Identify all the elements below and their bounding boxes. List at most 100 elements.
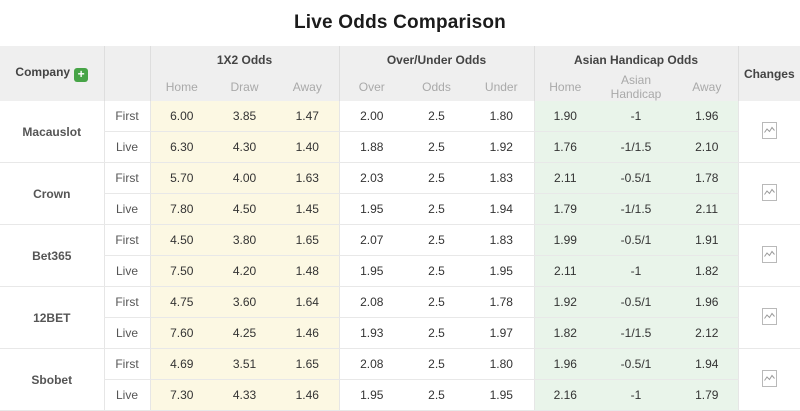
odds-cell: 4.75 [149, 286, 213, 318]
row-type-label: Live [103, 379, 150, 411]
changes-cell[interactable] [737, 162, 800, 225]
odds-cell: 2.00 [338, 101, 405, 132]
company-name: 12BET [0, 286, 104, 349]
changes-cell[interactable] [737, 224, 800, 287]
table-row: Crown First 5.70 4.00 1.63 2.03 2.5 1.83… [0, 162, 800, 225]
odds-cell: 1.94 [676, 348, 739, 380]
group-header-asian-handicap: Asian Handicap Odds [533, 46, 739, 73]
odds-cell: 2.07 [338, 224, 405, 256]
row-type-label: Live [103, 131, 150, 163]
odds-cell: 2.12 [676, 317, 739, 349]
odds-cell: 6.00 [149, 101, 213, 132]
subheader-ah-away: Away [676, 73, 739, 101]
odds-cell: 1.94 [469, 193, 535, 225]
table-row: Sbobet First 4.69 3.51 1.65 2.08 2.5 1.8… [0, 348, 800, 411]
row-type-label: First [103, 162, 150, 194]
trend-chart-icon[interactable] [761, 307, 777, 325]
trend-chart-icon[interactable] [761, 245, 777, 263]
company-header-label: Company [15, 65, 71, 79]
odds-cell: 1.92 [469, 131, 535, 163]
odds-cell: 1.76 [533, 131, 597, 163]
odds-cell: 1.78 [676, 162, 739, 194]
odds-cell: -0.5/1 [596, 348, 677, 380]
odds-comparison-table: Company + 1X2 Odds Over/Under Odds Asian … [0, 46, 800, 411]
odds-cell: 1.65 [276, 224, 340, 256]
odds-cell: 1.79 [676, 379, 739, 411]
table-row: Bet365 First 4.50 3.80 1.65 2.07 2.5 1.8… [0, 224, 800, 287]
odds-cell: -1/1.5 [596, 193, 677, 225]
odds-cell: 1.78 [469, 286, 535, 318]
subheader-ah-home: Home [533, 73, 597, 101]
subheader-1x2-draw: Draw [213, 73, 276, 101]
odds-cell: 4.30 [213, 131, 276, 163]
company-name: Sbobet [0, 348, 104, 411]
changes-header: Changes [737, 46, 800, 101]
odds-cell: 1.93 [338, 317, 405, 349]
odds-cell: 4.00 [213, 162, 276, 194]
odds-cell: 1.80 [469, 348, 535, 380]
odds-cell: 1.96 [676, 286, 739, 318]
subheader-over: Over [338, 73, 405, 101]
odds-cell: 1.79 [533, 193, 597, 225]
odds-cell: 2.5 [404, 317, 470, 349]
odds-cell: 2.5 [404, 255, 470, 287]
odds-cell: 1.40 [276, 131, 340, 163]
odds-cell: 1.46 [276, 379, 340, 411]
odds-cell: 2.5 [404, 131, 470, 163]
table-row: 12BET First 4.75 3.60 1.64 2.08 2.5 1.78… [0, 286, 800, 349]
odds-cell: 1.99 [533, 224, 597, 256]
odds-cell: 5.70 [149, 162, 213, 194]
changes-cell[interactable] [737, 101, 800, 163]
odds-cell: 2.5 [404, 224, 470, 256]
table-row: Live 7.50 4.20 1.48 1.95 2.5 1.95 2.11 -… [0, 255, 800, 287]
odds-cell: 1.95 [469, 255, 535, 287]
odds-cell: 4.20 [213, 255, 276, 287]
odds-cell: 2.08 [338, 348, 405, 380]
odds-cell: 2.03 [338, 162, 405, 194]
row-type-label: Live [103, 193, 150, 225]
odds-cell: 1.95 [338, 255, 405, 287]
row-type-label: First [103, 101, 150, 132]
add-company-button[interactable]: + [74, 68, 89, 82]
odds-cell: 2.16 [533, 379, 597, 411]
subheader-1x2-away: Away [276, 73, 340, 101]
table-row: Live 7.80 4.50 1.45 1.95 2.5 1.94 1.79 -… [0, 193, 800, 225]
odds-cell: -0.5/1 [596, 286, 677, 318]
changes-cell[interactable] [737, 286, 800, 349]
odds-cell: 1.80 [469, 101, 535, 132]
odds-cell: 1.48 [276, 255, 340, 287]
odds-cell: -1/1.5 [596, 131, 677, 163]
row-type-label: First [103, 286, 150, 318]
odds-cell: 4.50 [149, 224, 213, 256]
odds-cell: 4.33 [213, 379, 276, 411]
odds-cell: 7.60 [149, 317, 213, 349]
odds-cell: 1.90 [533, 101, 597, 132]
page-title: Live Odds Comparison [294, 12, 506, 33]
row-type-header-spacer [103, 46, 150, 101]
odds-cell: -0.5/1 [596, 224, 677, 256]
subheader-odds: Odds [404, 73, 470, 101]
trend-chart-icon[interactable] [761, 183, 777, 201]
trend-chart-icon[interactable] [761, 121, 777, 139]
company-name: Macauslot [0, 101, 104, 163]
trend-chart-icon[interactable] [761, 369, 777, 387]
odds-cell: 3.51 [213, 348, 276, 380]
subheader-under: Under [469, 73, 535, 101]
changes-cell[interactable] [737, 348, 800, 411]
odds-cell: 2.5 [404, 286, 470, 318]
odds-cell: -1 [596, 255, 677, 287]
odds-cell: 4.25 [213, 317, 276, 349]
odds-cell: 6.30 [149, 131, 213, 163]
odds-cell: 7.50 [149, 255, 213, 287]
row-type-label: Live [103, 255, 150, 287]
odds-cell: 2.11 [533, 162, 597, 194]
odds-cell: 7.80 [149, 193, 213, 225]
odds-cell: 1.91 [676, 224, 739, 256]
company-name: Crown [0, 162, 104, 225]
odds-cell: 1.83 [469, 224, 535, 256]
odds-cell: 2.5 [404, 193, 470, 225]
odds-cell: 3.60 [213, 286, 276, 318]
row-type-label: Live [103, 317, 150, 349]
odds-cell: 1.63 [276, 162, 340, 194]
row-type-label: First [103, 224, 150, 256]
